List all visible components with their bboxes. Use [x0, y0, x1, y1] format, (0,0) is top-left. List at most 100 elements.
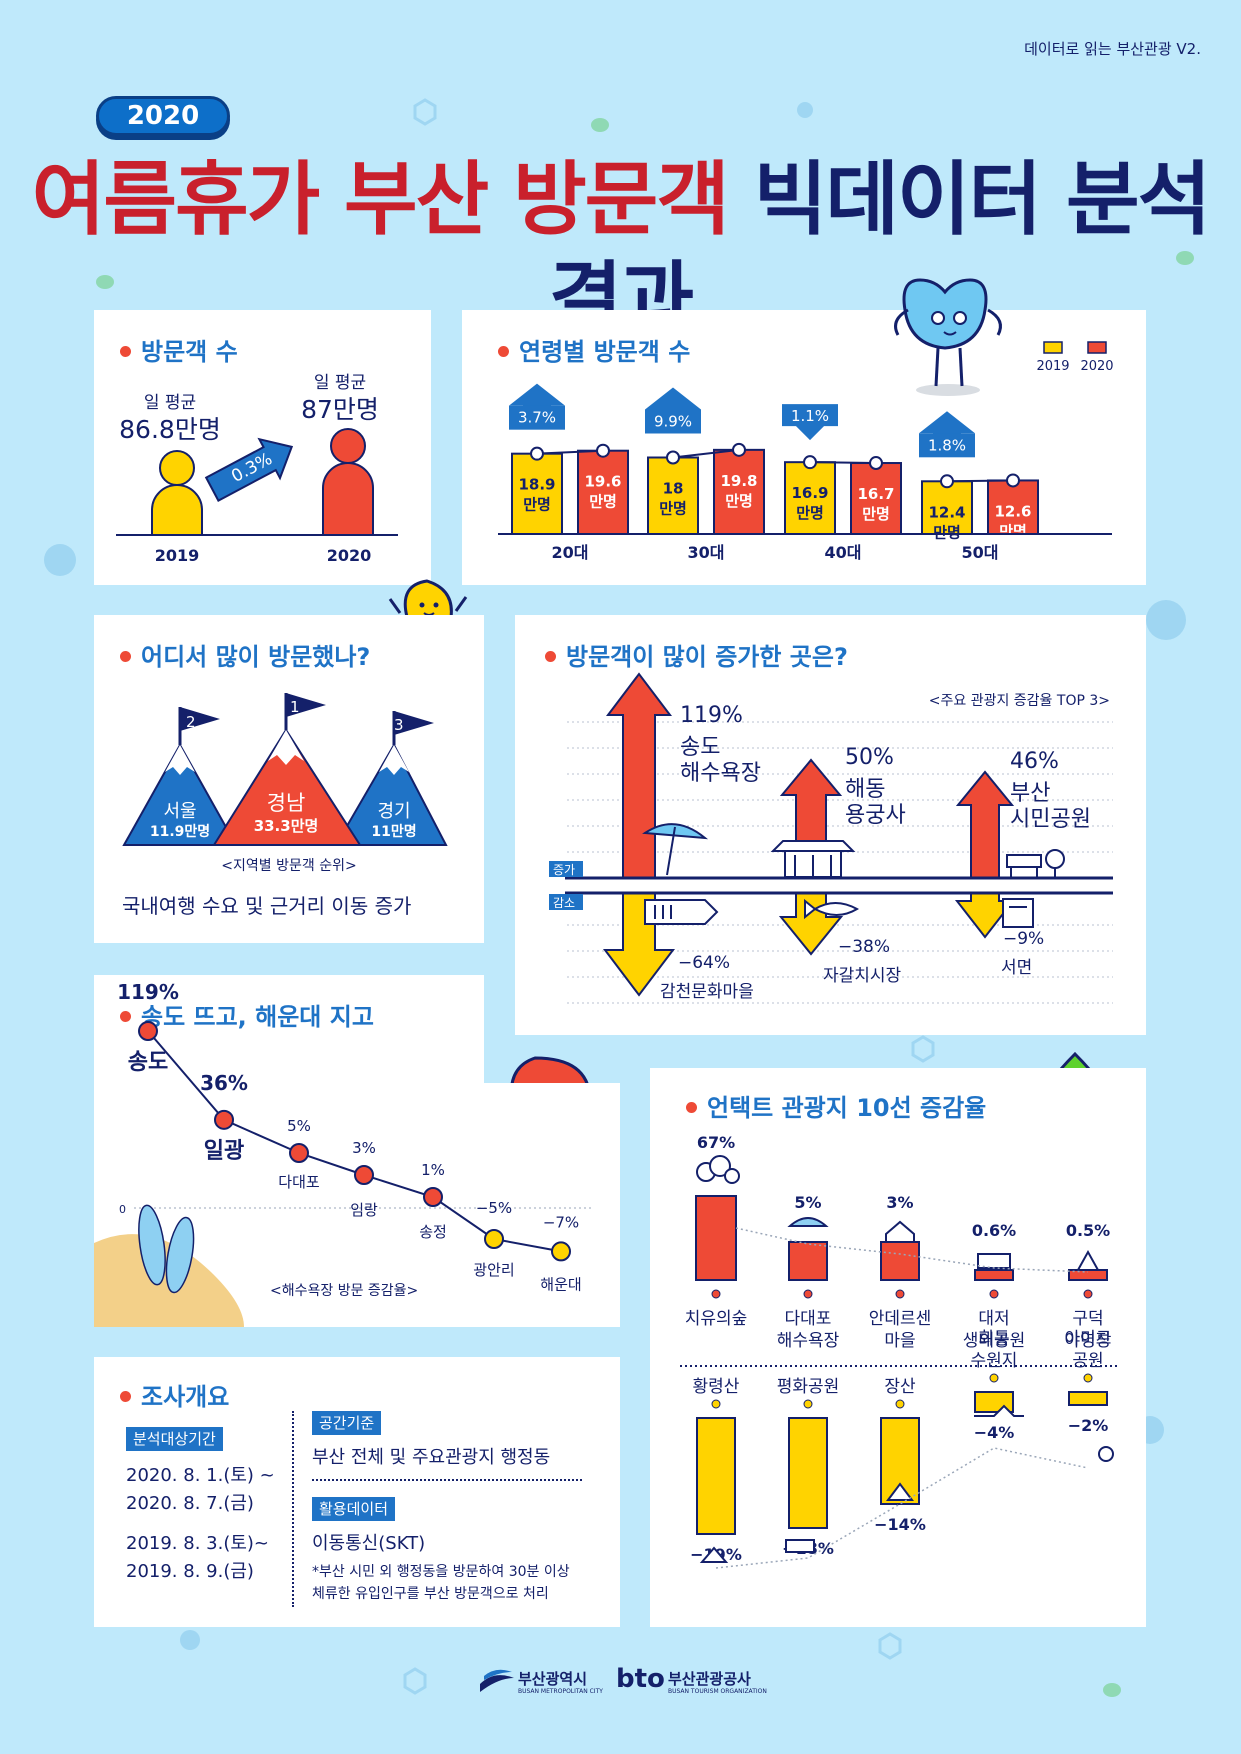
untact-name2-9: 공원 [1072, 1351, 1103, 1371]
umbrella-icon [642, 823, 709, 876]
visitors-figures [116, 428, 398, 536]
space-value: 부산 전체 및 주요관광지 행정동 [312, 1447, 551, 1468]
reservoir-icon [974, 1404, 1024, 1417]
beach-chart: 0 119% 송도 36% 일광 5% 다대포 3% 임랑 1% 송정 −5% 광안리 −7% 해운대 [94, 980, 594, 1327]
increase-title: 방문객이 많이 증가한 곳은? [545, 637, 848, 672]
up2-name1: 해동 [845, 777, 886, 802]
tree-icon-2 [709, 1155, 731, 1177]
increase-diagram [549, 672, 1113, 1004]
beach-point-일광 [214, 1109, 234, 1130]
beach-value-다대포: 5% [287, 1117, 311, 1135]
bar-2019-20대 [511, 452, 563, 535]
untact-dot-1 [803, 1289, 813, 1299]
value-2020-20대: 19.6 [584, 473, 621, 491]
untact-dot-4 [1083, 1289, 1093, 1299]
period-2020-end: 2020. 8. 7.(금) [126, 1493, 254, 1514]
unit-2019-30대: 만명 [659, 500, 687, 518]
change-box-30대 [645, 409, 701, 434]
year-2019-label: 2019 [154, 546, 200, 565]
untact-bar-치유의숲 [695, 1195, 737, 1281]
survey-note-1: *부산 시민 외 행정동을 방문하여 30분 이상 [312, 1564, 570, 1580]
beach-value-광안리: −5% [476, 1199, 512, 1217]
up3-pct: 46% [1010, 749, 1059, 774]
untact-value-8: −4% [974, 1423, 1015, 1442]
visitors-title: 방문객 수 [120, 332, 238, 367]
untact-bar-안데르센 마을 [880, 1241, 920, 1281]
untact-name1-0: 치유의숲 [685, 1309, 748, 1329]
untact-value-9: −2% [1068, 1416, 1109, 1435]
bench-icon [1006, 849, 1065, 877]
unit-2019-50대: 만명 [933, 523, 961, 541]
beach-point-송정 [423, 1187, 443, 1207]
untact-name2-8: 수원지 [971, 1351, 1018, 1371]
increase-subtitle: <주요 관광지 증감율 TOP 3> [928, 693, 1110, 709]
point-2020-20대 [596, 443, 610, 458]
legend-2019-swatch [1043, 341, 1063, 354]
untact-bar-다대포 해수욕장 [788, 1241, 828, 1281]
rank-1-name: 경남 [266, 791, 306, 815]
beach-card-ext [484, 1083, 620, 1327]
beach-name-다대포: 다대포 [278, 1173, 320, 1191]
untact-dot-2 [895, 1289, 905, 1299]
beach-name-송정: 송정 [419, 1223, 447, 1241]
beach-name-일광: 일광 [204, 1139, 244, 1164]
category-30대: 30대 [688, 543, 725, 562]
down2-pct: −38% [838, 937, 891, 957]
shop-icon [1002, 898, 1034, 928]
mountain-icon-2 [886, 1482, 914, 1501]
untact-dot-8 [989, 1373, 999, 1383]
beach-point-임랑 [354, 1165, 374, 1185]
up2-pct: 50% [845, 745, 894, 770]
point-2019-40대 [803, 455, 817, 470]
untact-value-0: 67% [697, 1133, 735, 1152]
region-summary: 국내여행 수요 및 근거리 이동 증가 [122, 894, 412, 918]
beach-title: 송도 뜨고, 해운대 지고 [120, 997, 374, 1032]
mountain-icon [699, 1546, 729, 1563]
down3-pct: −9% [1003, 929, 1045, 949]
up-arrow-3 [955, 770, 1015, 879]
beach-name-송도: 송도 [128, 1050, 168, 1075]
untact-name1-9: 아미르 [1065, 1329, 1112, 1349]
untact-value-7: −14% [874, 1515, 926, 1534]
trend-line-40대 [809, 461, 877, 465]
point-2020-40대 [869, 456, 883, 471]
beach-point-다대포 [289, 1143, 309, 1163]
untact-name1-4: 구덕 [1072, 1309, 1103, 1329]
point-2020-30대 [732, 442, 746, 457]
up3-name1: 부산 [1010, 781, 1051, 806]
survey-divider [292, 1411, 294, 1607]
period-2019-start: 2019. 8. 3.(토)~ [126, 1533, 270, 1554]
rank-3-value: 11만명 [371, 824, 417, 840]
untact-name2-1: 해수욕장 [777, 1331, 840, 1351]
trend-line-20대 [536, 449, 604, 455]
rank-2-name: 서울 [163, 801, 197, 822]
untact-bar-평화공원 [788, 1417, 828, 1529]
untact-value-3: 0.6% [972, 1221, 1016, 1240]
down3-name: 서면 [1001, 958, 1033, 978]
title-blue: 빅데이터 분석 결과 [548, 153, 1211, 346]
avg-label-2019: 일 평균 [143, 393, 197, 413]
region-mountains [122, 693, 448, 846]
avg-label-2020: 일 평균 [313, 373, 367, 393]
value-2020-40대: 16.7 [857, 485, 894, 503]
change-label-30대: 9.9% [654, 413, 692, 431]
bar-2019-40대 [784, 461, 836, 535]
house-icon [885, 1220, 915, 1243]
untact-dot-9 [1083, 1373, 1093, 1383]
change-arrow-40대 [782, 404, 838, 441]
bto-logo-text: 부산관광공사 [668, 1670, 751, 1688]
surfboard-icon [138, 1204, 166, 1286]
change-label-40대: 1.1% [791, 407, 829, 425]
value-2019-30대: 18 [663, 480, 684, 498]
rank-2-number: 2 [186, 713, 196, 731]
rank-3-number: 3 [394, 716, 404, 734]
tree-icon-3 [724, 1168, 740, 1184]
region-card: 어디서 많이 방문했나? 2 1 3 서울 11.9만명 경남 33.3만명 경… [94, 615, 484, 943]
beach-name-광안리: 광안리 [473, 1261, 514, 1279]
period-tag: 분석대상기간 [126, 1427, 223, 1451]
series-note: 데이터로 읽는 부산관광 V2. [1024, 40, 1201, 58]
beach-value-일광: 36% [200, 1071, 248, 1095]
unit-2020-50대: 만명 [999, 522, 1027, 540]
beach-point-광안리 [484, 1229, 504, 1249]
